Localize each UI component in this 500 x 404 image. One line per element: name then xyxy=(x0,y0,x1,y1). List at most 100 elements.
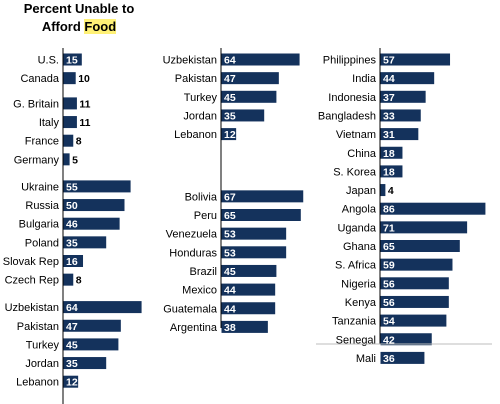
bar xyxy=(221,246,287,259)
category-label: Ghana xyxy=(343,241,377,253)
category-label: Ukraine xyxy=(21,181,59,193)
bar xyxy=(380,202,486,215)
bar xyxy=(221,53,300,66)
bar xyxy=(63,53,82,66)
data-label: 31 xyxy=(383,129,395,141)
category-label: Canada xyxy=(20,73,59,85)
category-label: Peru xyxy=(194,210,217,222)
bar xyxy=(380,128,419,141)
bar xyxy=(63,180,131,193)
data-label: 8 xyxy=(76,136,82,148)
category-label: Nigeria xyxy=(341,278,377,290)
data-label: 57 xyxy=(383,55,395,67)
data-label: 67 xyxy=(224,191,236,203)
data-label: 5 xyxy=(72,154,78,166)
title-line-2-prefix: Afford xyxy=(41,19,85,34)
bar xyxy=(63,134,74,147)
data-label: 10 xyxy=(78,73,90,85)
category-label: Brazil xyxy=(189,266,217,278)
category-label: Mali xyxy=(356,353,376,365)
bar xyxy=(221,72,279,85)
bar xyxy=(221,302,276,315)
data-label: 18 xyxy=(383,166,395,178)
chart-panel-2: Uzbekistan 64 Pakistan 47 Turkey 45 Jordan 35 Le… xyxy=(163,48,304,334)
data-label: 12 xyxy=(66,377,78,389)
title-highlight: Food xyxy=(84,19,117,34)
bar xyxy=(380,146,403,159)
data-label: 53 xyxy=(224,229,236,241)
data-label: 64 xyxy=(224,55,236,67)
category-label: Tanzania xyxy=(332,316,377,328)
data-label: 16 xyxy=(66,256,78,268)
data-label: 56 xyxy=(383,278,395,290)
category-label: Senegal xyxy=(336,334,376,346)
data-label: 11 xyxy=(79,98,90,110)
category-label: France xyxy=(25,136,59,148)
data-label: 71 xyxy=(383,222,395,234)
category-label: Germany xyxy=(14,154,60,166)
data-label: 36 xyxy=(383,353,395,365)
data-label: 15 xyxy=(66,55,78,67)
bar xyxy=(221,128,237,141)
data-label: 12 xyxy=(224,129,236,141)
bar xyxy=(63,72,76,85)
category-label: G. Britain xyxy=(13,98,59,110)
bar xyxy=(63,338,119,351)
title-line-1: Percent Unable to xyxy=(23,1,135,16)
bar xyxy=(380,90,426,103)
category-label: Honduras xyxy=(169,247,217,259)
data-label: 64 xyxy=(66,302,78,314)
category-label: India xyxy=(352,73,377,85)
bar xyxy=(63,375,79,388)
category-label: S. Africa xyxy=(335,260,377,272)
category-label: Italy xyxy=(39,117,60,129)
data-label: 11 xyxy=(79,117,90,129)
bar xyxy=(380,351,425,364)
category-label: Jordan xyxy=(25,358,59,370)
chart-panel-3: Philippines 57 India 44 Indonesia 37 Banglades… xyxy=(318,48,486,365)
data-label: 33 xyxy=(383,110,395,122)
chart-title: Percent Unable to Afford Food xyxy=(4,0,154,36)
data-label: 35 xyxy=(66,237,78,249)
category-label: Pakistan xyxy=(175,73,217,85)
data-label: 53 xyxy=(224,247,236,259)
data-label: 35 xyxy=(66,358,78,370)
bar xyxy=(380,333,432,346)
bar xyxy=(221,227,287,240)
bar xyxy=(221,90,277,103)
category-label: Argentina xyxy=(170,322,218,334)
category-label: Turkey xyxy=(184,92,218,104)
bar xyxy=(380,109,421,122)
bar xyxy=(221,320,268,333)
category-label: Japan xyxy=(346,185,376,197)
category-label: Slovak Rep xyxy=(3,256,59,268)
category-label: Lebanon xyxy=(16,377,59,389)
bar xyxy=(380,165,403,178)
data-label: 8 xyxy=(76,275,82,287)
category-label: Jordan xyxy=(183,110,217,122)
category-label: Pakistan xyxy=(17,321,59,333)
data-label: 44 xyxy=(224,303,236,315)
bar xyxy=(63,236,107,249)
bar xyxy=(63,273,74,286)
category-label: Czech Rep xyxy=(5,275,59,287)
data-label: 47 xyxy=(66,321,78,333)
category-label: U.S. xyxy=(38,55,59,67)
bar xyxy=(63,217,120,230)
data-label: 45 xyxy=(224,92,236,104)
bar xyxy=(63,97,77,110)
category-label: Guatemala xyxy=(163,303,218,315)
category-label: China xyxy=(347,148,377,160)
data-label: 45 xyxy=(66,339,78,351)
category-label: Bulgaria xyxy=(19,219,60,231)
bar xyxy=(380,258,453,271)
data-label: 18 xyxy=(383,148,395,160)
data-label: 50 xyxy=(66,200,78,212)
bar xyxy=(380,53,451,66)
category-label: Uzbekistan xyxy=(163,55,217,67)
bar xyxy=(380,277,449,290)
data-label: 55 xyxy=(66,181,78,193)
data-label: 86 xyxy=(383,204,395,216)
category-label: Mexico xyxy=(182,285,217,297)
